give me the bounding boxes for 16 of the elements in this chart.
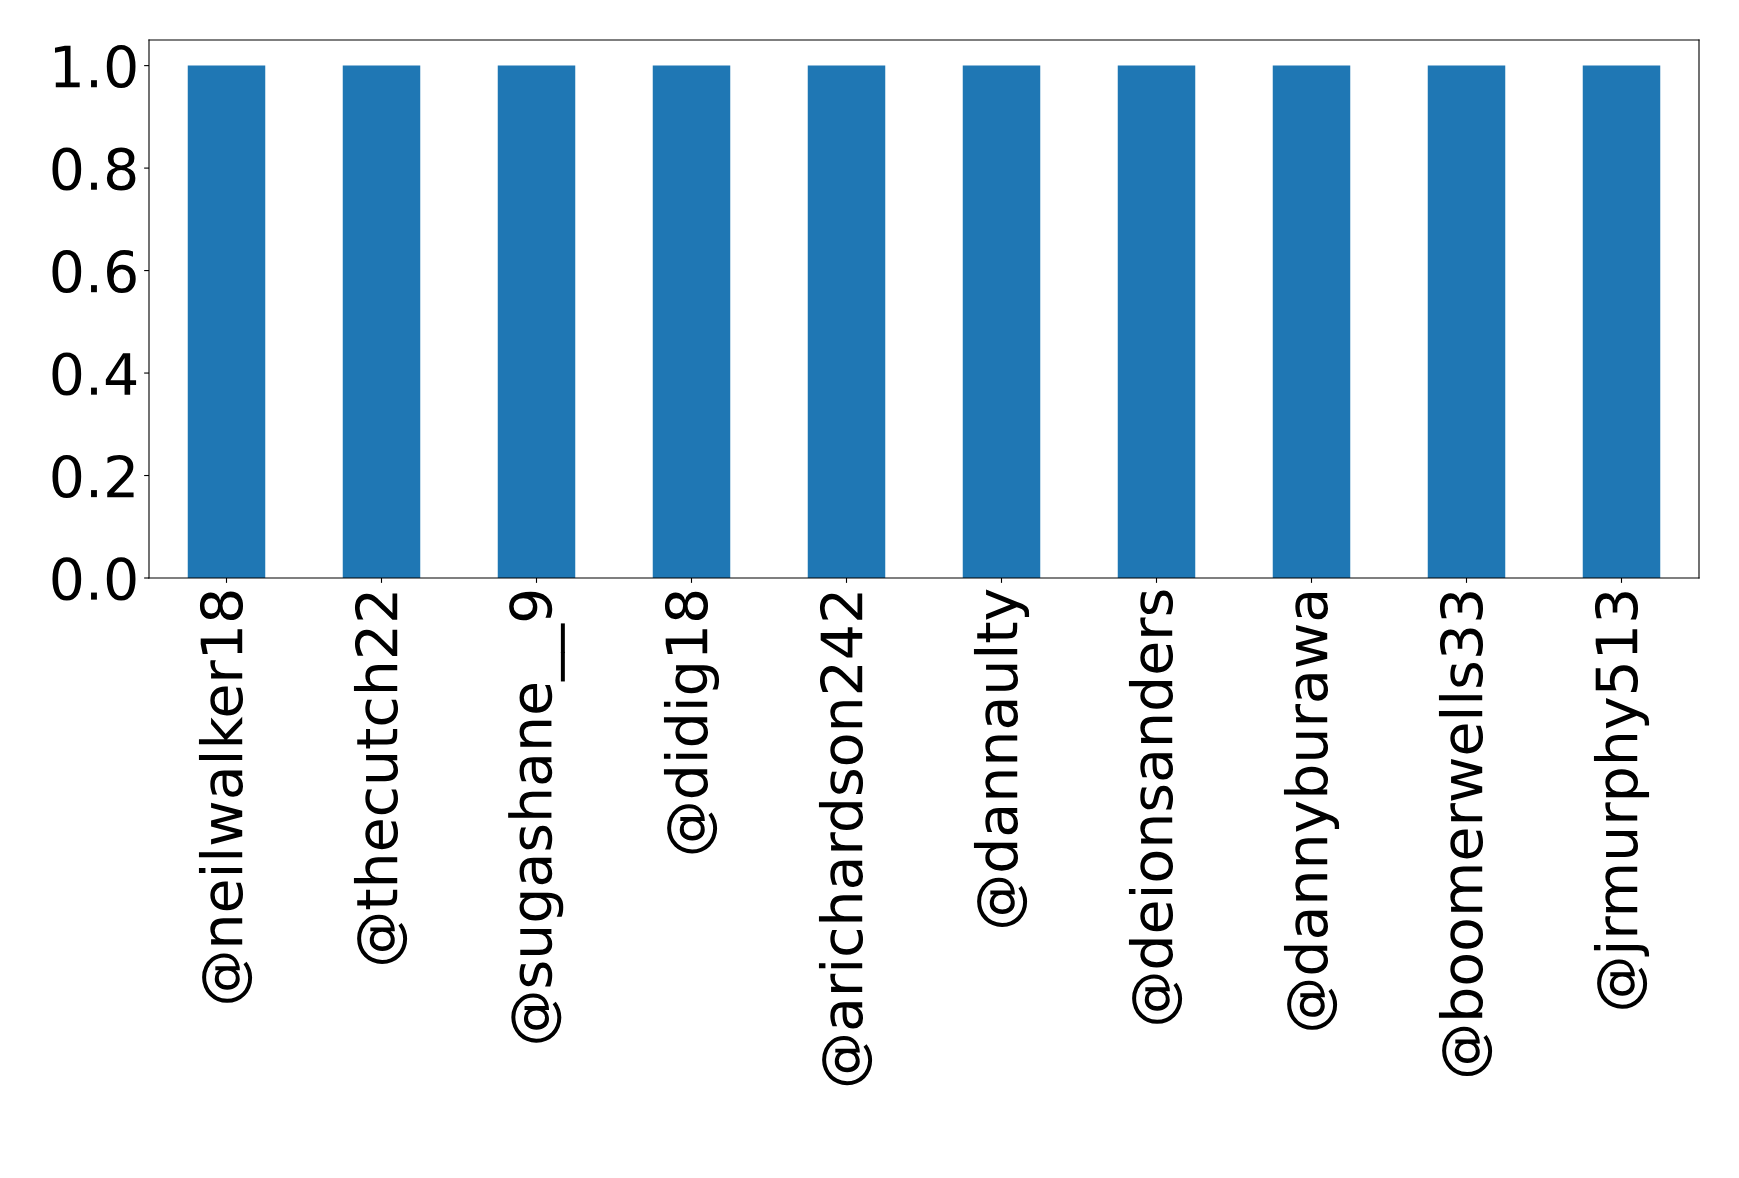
- x-tick-label: @dannyburawa: [1283, 592, 1340, 1030]
- x-tick-label: @boomerwells33: [1438, 592, 1493, 1077]
- y-tick-label: 0.0: [52, 557, 136, 601]
- x-tick-label: @deionsanders: [1128, 590, 1183, 1024]
- x-tick-label: @thecutch22: [353, 593, 408, 964]
- y-tick-label: 1.0: [54, 44, 136, 89]
- y-tick-label: 0.8: [52, 147, 136, 191]
- x-tick-label: @jrmurphy513: [1593, 592, 1650, 1009]
- x-tick-label: @neilwalker18: [198, 591, 253, 1003]
- y-tick-label: 0.4: [52, 352, 137, 396]
- x-tick-label: @arichardson242: [818, 593, 873, 1086]
- x-tick-label: @sugashane__9: [508, 591, 565, 1043]
- x-tick-label: @dannaulty: [973, 589, 1030, 927]
- y-tick-label: 0.2: [52, 454, 134, 498]
- y-tick-label: 0.6: [52, 249, 136, 294]
- x-tick-label: @didig18: [663, 591, 720, 854]
